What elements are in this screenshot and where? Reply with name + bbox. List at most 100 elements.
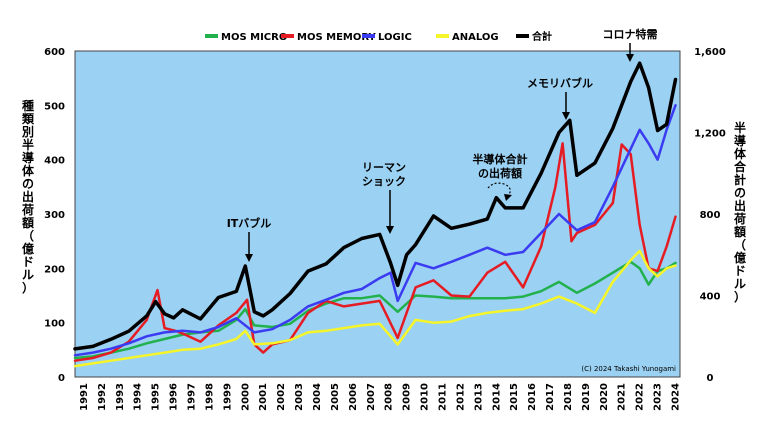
right-axis-ticks: 0 400 800 1,200 1,600 [694, 47, 726, 384]
x-tick: 2010 [420, 383, 431, 411]
legend: MOS MICRO MOS MEMORY LOGIC ANALOG 合計 [205, 30, 552, 43]
x-tick: 2018 [563, 383, 574, 411]
x-tick: 2021 [617, 383, 628, 411]
y-axis-label-right-char: 合 [734, 159, 747, 174]
y-axis-label-left-char: 半 [22, 137, 34, 152]
y-axis-label-left-char: 額 [21, 215, 34, 230]
annotation-lehman: リーマン ショック [362, 161, 406, 234]
annotation-corona-text: コロナ特需 [603, 27, 658, 41]
x-tick: 2015 [509, 383, 520, 411]
annotation-total-text-2: の出荷額 [478, 166, 522, 180]
y-axis-label-right-char: 億 [734, 250, 746, 265]
x-tick: 2019 [581, 383, 592, 411]
y-tick-left: 400 [44, 156, 65, 167]
x-tick: 2012 [455, 383, 466, 411]
annotation-it-bubble: ITバブル [227, 216, 272, 262]
x-tick: 2016 [527, 383, 538, 411]
y-tick-right: 400 [700, 292, 721, 303]
y-axis-label-right-char: ル [734, 277, 746, 291]
x-tick: 1995 [151, 383, 162, 411]
annotation-memory-bubble-text: メモリバブル [527, 76, 593, 90]
y-axis-label-left-char: ル [22, 268, 34, 282]
x-tick: 2013 [473, 383, 484, 411]
series-line- [73, 61, 678, 351]
x-tick: 1992 [97, 383, 108, 411]
x-tick: 2003 [294, 383, 305, 411]
x-tick: 2008 [384, 383, 395, 411]
y-axis-label-right-char: 導 [734, 133, 746, 148]
y-axis-label-left-char: ） [22, 280, 34, 295]
annotation-memory-bubble: メモリバブル [527, 76, 593, 120]
y-tick-left: 0 [58, 373, 65, 384]
y-axis-label-right-char: 計 [734, 172, 746, 187]
annotation-lehman-text-2: ショック [362, 175, 406, 188]
y-axis-label-left-char: 種 [22, 98, 34, 113]
legend-label: ANALOG [452, 32, 499, 43]
plot-area [74, 50, 681, 378]
series-line-analog [73, 249, 677, 368]
y-axis-label-right-char: 額 [733, 224, 746, 239]
y-axis-label-left-char: の [22, 177, 34, 191]
annotation-corona-arrowhead [626, 54, 634, 62]
x-tick: 2014 [491, 383, 502, 411]
x-tick: 1999 [222, 383, 233, 411]
y-axis-label-left-char: 導 [22, 150, 34, 165]
y-axis-label-left-char: ド [22, 255, 34, 269]
annotation-corona: コロナ特需 [603, 27, 658, 62]
y-axis-label-left-char: 荷 [21, 202, 34, 217]
y-axis-label-right-char: 半 [734, 120, 746, 135]
x-tick: 2006 [348, 383, 359, 411]
y-axis-label-right-char: 出 [734, 198, 746, 213]
x-tick: 2024 [671, 383, 682, 411]
x-tick: 2005 [330, 383, 341, 411]
annotation-lehman-arrowhead [386, 226, 394, 234]
y-tick-left: 600 [44, 47, 65, 58]
y-tick-left: 300 [44, 210, 65, 221]
x-tick: 2004 [312, 383, 323, 411]
y-tick-right: 1,200 [694, 129, 726, 140]
x-tick: 2002 [276, 383, 287, 411]
x-tick: 1997 [187, 383, 198, 411]
y-tick-left: 500 [44, 101, 65, 112]
annotation-memory-bubble-arrowhead [562, 112, 570, 120]
x-tick: 2001 [258, 383, 269, 411]
annotation-total-shipment: 半導体合計 の出荷額 [473, 152, 528, 201]
y-tick-right: 1,600 [694, 47, 726, 58]
legend-label: LOGIC [378, 32, 412, 43]
y-axis-label-left-char: 体 [22, 163, 35, 178]
legend-label: MOS MEMORY [297, 32, 377, 43]
x-tick: 1994 [133, 383, 144, 411]
y-axis-label-right-char: （ [734, 237, 746, 252]
x-tick: 1996 [169, 383, 180, 411]
y-axis-label-right-char: 荷 [733, 211, 746, 226]
annotation-total-arrow [487, 182, 511, 197]
legend-label: 合計 [531, 30, 552, 43]
x-tick: 2011 [437, 383, 448, 411]
annotation-it-bubble-text: ITバブル [227, 216, 272, 230]
y-axis-label-right-char: ） [734, 289, 746, 304]
x-tick: 2017 [545, 383, 556, 411]
y-tick-right: 800 [700, 210, 721, 221]
y-tick-right: 0 [707, 373, 714, 384]
y-axis-label-left-char: （ [22, 228, 34, 243]
x-tick: 2007 [366, 383, 377, 411]
annotation-lehman-text-1: リーマン [362, 161, 406, 174]
y-axis-label-left-char: 類 [21, 111, 35, 126]
x-axis-ticks: 1991 1992 1993 1994 1995 1996 1997 1998 1999 2000… [79, 383, 682, 411]
annotation-total-text-1: 半導体合計 [473, 152, 528, 166]
y-axis-label-left-char: 億 [22, 241, 34, 256]
y-axis-label-left-char: 別 [21, 125, 34, 139]
annotation-total-arrowhead [504, 194, 512, 201]
y-axis-label-right-char: 体 [734, 146, 747, 161]
x-tick: 2020 [599, 383, 610, 411]
legend-label: MOS MICRO [221, 32, 287, 43]
x-tick: 2023 [653, 383, 664, 411]
y-axis-label-left-char: 出 [22, 189, 34, 204]
y-tick-left: 200 [44, 264, 65, 275]
x-tick: 2009 [402, 383, 413, 411]
x-tick: 2022 [635, 383, 646, 411]
y-axis-label-right-char: の [734, 186, 746, 200]
